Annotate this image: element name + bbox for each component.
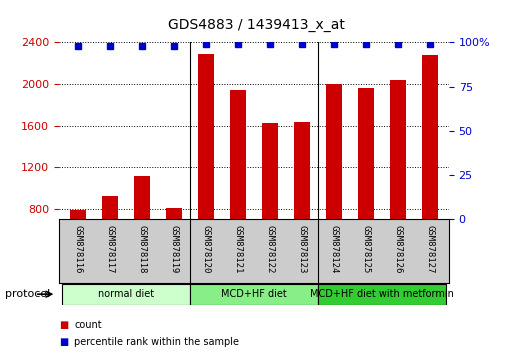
Text: GSM878120: GSM878120	[202, 224, 210, 273]
Text: GSM878119: GSM878119	[169, 224, 179, 273]
Text: GSM878126: GSM878126	[393, 224, 402, 273]
Bar	[166, 208, 182, 292]
Text: GDS4883 / 1439413_x_at: GDS4883 / 1439413_x_at	[168, 18, 345, 32]
Text: MCD+HF diet: MCD+HF diet	[221, 289, 287, 299]
Bar	[326, 84, 342, 292]
Bar	[358, 88, 374, 292]
Text: ■: ■	[59, 337, 68, 347]
Text: GSM878127: GSM878127	[425, 224, 434, 273]
Bar	[422, 55, 438, 292]
Text: GSM878125: GSM878125	[361, 224, 370, 273]
Bar	[230, 90, 246, 292]
Text: GSM878124: GSM878124	[329, 224, 339, 273]
Bar	[70, 210, 86, 292]
Bar	[134, 176, 150, 292]
Text: protocol: protocol	[5, 289, 50, 299]
Bar	[262, 122, 278, 292]
Text: GSM878123: GSM878123	[298, 224, 306, 273]
Text: GSM878118: GSM878118	[137, 224, 147, 273]
Bar	[190, 284, 318, 305]
Bar	[318, 284, 446, 305]
Bar	[294, 122, 310, 292]
Bar	[198, 54, 214, 292]
Bar	[390, 80, 406, 292]
Text: GSM878121: GSM878121	[233, 224, 243, 273]
Text: GSM878117: GSM878117	[106, 224, 114, 273]
Text: GSM878116: GSM878116	[74, 224, 83, 273]
Bar	[102, 195, 118, 292]
Bar	[62, 284, 190, 305]
Text: MCD+HF diet with metformin: MCD+HF diet with metformin	[310, 289, 453, 299]
Text: ■: ■	[59, 320, 68, 330]
Text: normal diet: normal diet	[98, 289, 154, 299]
Text: percentile rank within the sample: percentile rank within the sample	[74, 337, 240, 347]
Text: GSM878122: GSM878122	[265, 224, 274, 273]
Text: count: count	[74, 320, 102, 330]
